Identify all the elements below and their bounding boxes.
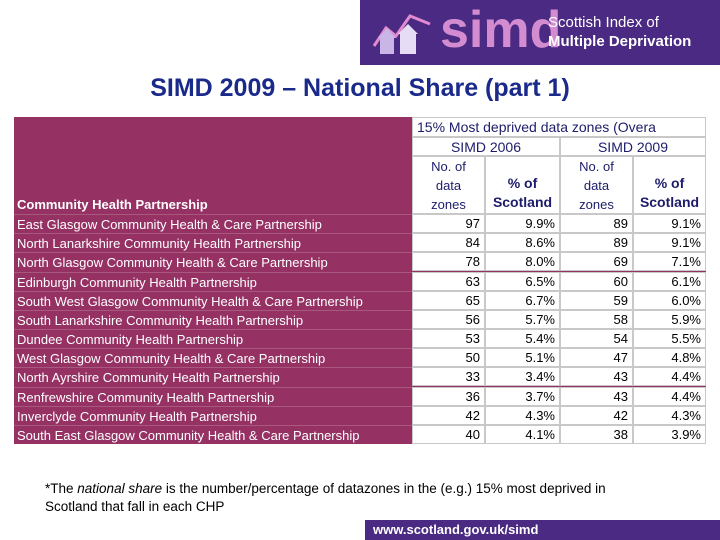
logo-line: Multiple Deprivation xyxy=(548,33,692,50)
table-cell: 3.7% xyxy=(485,386,560,406)
table-cell: 84 xyxy=(412,233,485,253)
table-cell: 7.1% xyxy=(633,252,706,272)
slide-title: SIMD 2009 – National Share (part 1) xyxy=(150,74,570,102)
table-cell: 9.1% xyxy=(633,233,706,253)
table-cell: 54 xyxy=(560,329,633,349)
table-cell: 6.1% xyxy=(633,271,706,291)
column-header: No. of data zones xyxy=(560,156,633,214)
footnote-text: is the number/percentage of datazones in… xyxy=(45,481,606,514)
row-label: North Glasgow Community Health & Care Pa… xyxy=(14,252,412,271)
table-cell: 5.5% xyxy=(633,329,706,349)
column-header: No. of data zones xyxy=(412,156,485,214)
row-label: South Lanarkshire Community Health Partn… xyxy=(14,309,412,329)
table-cell: 58 xyxy=(560,309,633,329)
row-label: East Glasgow Community Health & Care Par… xyxy=(14,214,412,233)
table-cell: 53 xyxy=(412,329,485,349)
table-cell: 4.8% xyxy=(633,348,706,368)
table-cell: 4.4% xyxy=(633,386,706,406)
table-cell: 4.1% xyxy=(485,424,560,444)
column-header: % of Scotland xyxy=(485,156,560,214)
table-cell: 3.9% xyxy=(633,424,706,444)
table-cell: 65 xyxy=(412,290,485,310)
table-cell: 6.5% xyxy=(485,271,560,291)
column-header: Community Health Partnership xyxy=(17,197,208,212)
row-label: South East Glasgow Community Health & Ca… xyxy=(14,424,412,444)
row-label: Dundee Community Health Partnership xyxy=(14,329,412,348)
row-label: Inverclyde Community Health Partnership xyxy=(14,405,412,425)
table-cell: 33 xyxy=(412,367,485,387)
table-cell: 3.4% xyxy=(485,367,560,387)
table-cell: 5.7% xyxy=(485,309,560,329)
table-cell: 40 xyxy=(412,424,485,444)
table-cell: 78 xyxy=(412,252,485,272)
table-cell: 47 xyxy=(560,348,633,368)
data-table: 15% Most deprived data zones (Overa SIMD … xyxy=(14,117,706,444)
footnote-emphasis: national share xyxy=(77,481,163,496)
row-label: West Glasgow Community Health & Care Par… xyxy=(14,348,412,367)
row-label: North Lanarkshire Community Health Partn… xyxy=(14,233,412,252)
table-cell: 89 xyxy=(560,233,633,253)
logo-icon xyxy=(372,14,431,54)
table-cell: 4.3% xyxy=(485,405,560,425)
table-cell: 6.0% xyxy=(633,290,706,310)
table-cell: 5.4% xyxy=(485,329,560,349)
logo-line: Scottish Index of xyxy=(548,14,659,31)
table-cell: 56 xyxy=(412,309,485,329)
period-header: SIMD 2006 xyxy=(412,137,560,156)
table-cell: 38 xyxy=(560,424,633,444)
footer-url: www.scotland.gov.uk/simd xyxy=(365,520,720,540)
logo-brand: simd xyxy=(440,1,562,59)
row-label: South West Glasgow Community Health & Ca… xyxy=(14,290,412,310)
table-cell: 63 xyxy=(412,271,485,291)
table-cell: 9.9% xyxy=(485,214,560,234)
period-header: SIMD 2009 xyxy=(560,137,706,156)
logo-banner: simd Scottish Index of Multiple Deprivat… xyxy=(360,0,720,65)
table-cell: 89 xyxy=(560,214,633,234)
table-cell: 59 xyxy=(560,290,633,310)
table-cell: 50 xyxy=(412,348,485,368)
table-cell: 5.9% xyxy=(633,309,706,329)
table-cell: 42 xyxy=(560,405,633,425)
table-cell: 8.0% xyxy=(485,252,560,272)
table-cell: 9.1% xyxy=(633,214,706,234)
footnote: *The national share is the number/percen… xyxy=(45,480,645,516)
table-cell: 4.3% xyxy=(633,405,706,425)
table-cell: 60 xyxy=(560,271,633,291)
group-header: 15% Most deprived data zones (Overa xyxy=(412,117,706,137)
table-cell: 8.6% xyxy=(485,233,560,253)
table-cell: 36 xyxy=(412,386,485,406)
table-cell: 6.7% xyxy=(485,290,560,310)
table-cell: 43 xyxy=(560,367,633,387)
row-label: Renfrewshire Community Health Partnershi… xyxy=(14,386,412,406)
table-cell: 69 xyxy=(560,252,633,272)
column-header: % of Scotland xyxy=(633,156,706,214)
row-label: North Ayrshire Community Health Partners… xyxy=(14,367,412,386)
table-cell: 5.1% xyxy=(485,348,560,368)
table-cell: 97 xyxy=(412,214,485,234)
table-cell: 4.4% xyxy=(633,367,706,387)
row-label: Edinburgh Community Health Partnership xyxy=(14,271,412,291)
table-cell: 43 xyxy=(560,386,633,406)
footnote-text: *The xyxy=(45,481,78,496)
table-cell: 42 xyxy=(412,405,485,425)
